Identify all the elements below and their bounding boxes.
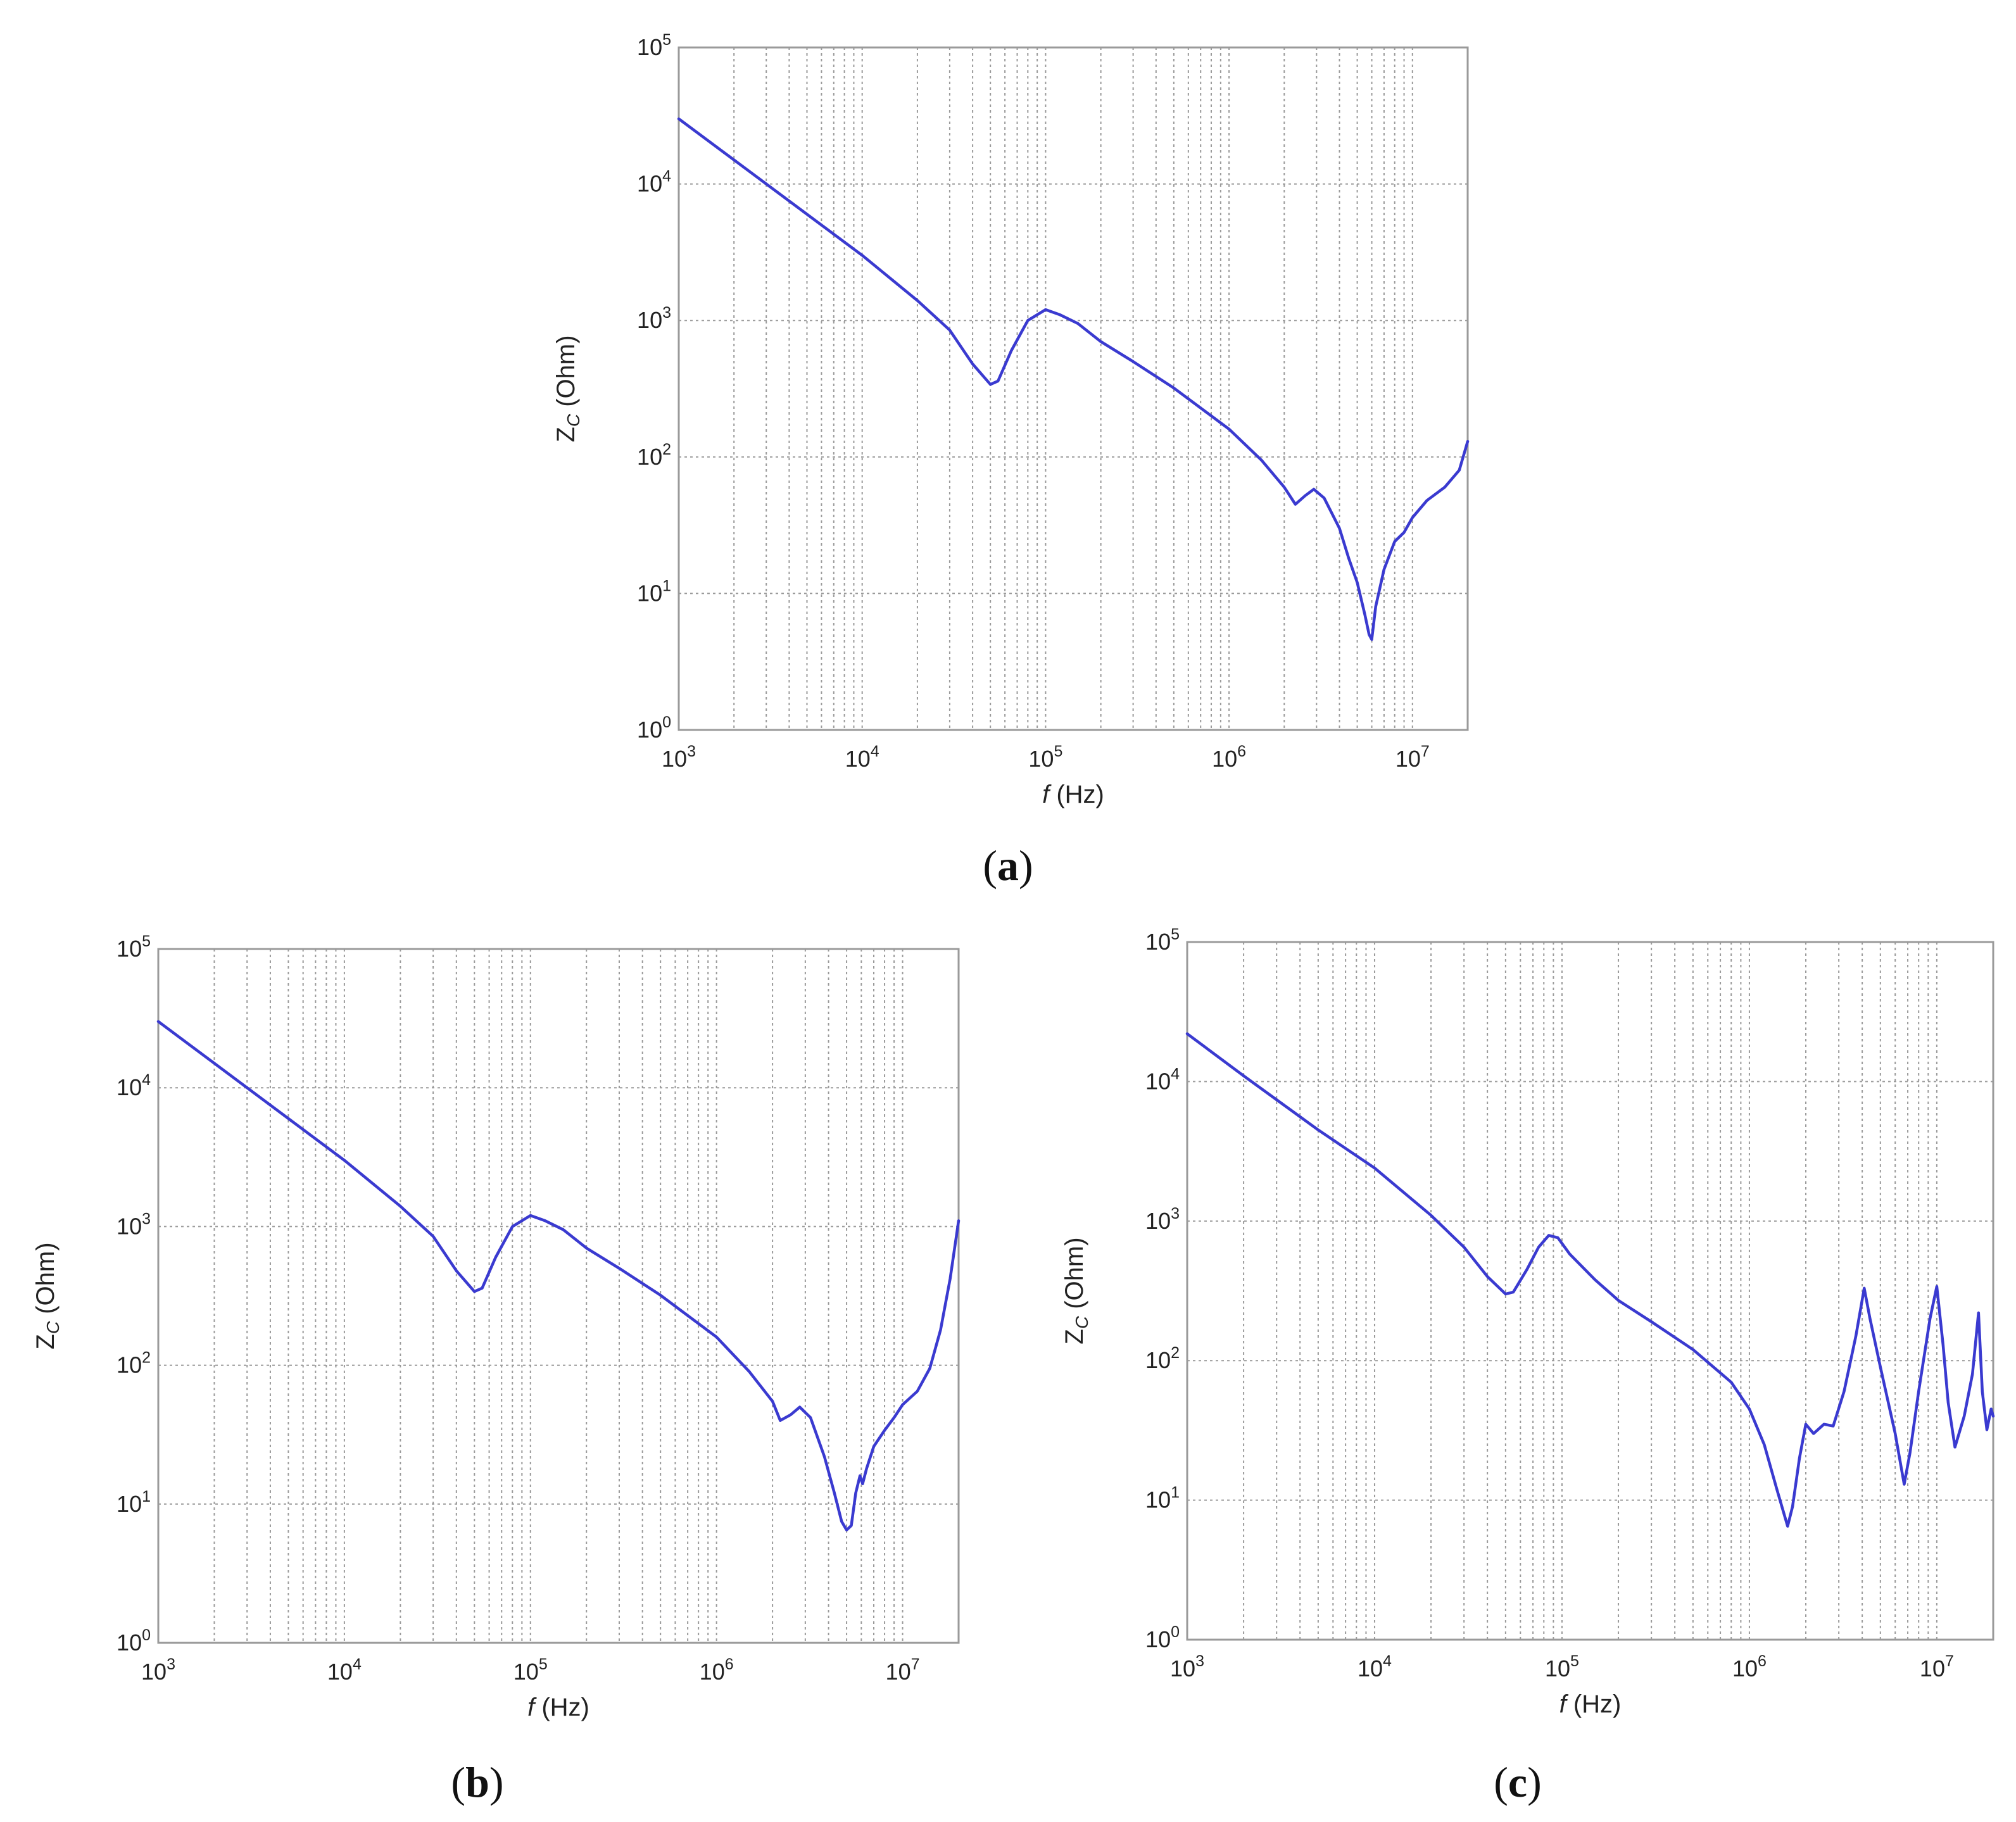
x-axis-title: f (Hz) [527, 1693, 589, 1721]
y-tick-label: 105 [117, 933, 151, 962]
grid [158, 949, 959, 1643]
y-tick-label: 101 [117, 1488, 151, 1517]
y-tick-label: 103 [1145, 1205, 1180, 1234]
y-tick-label: 100 [637, 713, 671, 743]
x-tick-label: 105 [1028, 743, 1062, 772]
y-tick-label: 102 [117, 1349, 151, 1378]
x-tick-label: 107 [886, 1656, 920, 1685]
x-axis-title: f (Hz) [1042, 781, 1104, 808]
x-tick-label: 106 [1732, 1652, 1767, 1681]
y-axis-title: ZC (Ohm) [552, 335, 583, 442]
y-tick-label: 105 [1145, 926, 1180, 955]
y-tick-label: 104 [117, 1071, 151, 1100]
y-axis-title: ZC (Ohm) [1061, 1237, 1092, 1344]
x-tick-label: 107 [1395, 743, 1430, 772]
x-tick-label: 106 [1212, 743, 1246, 772]
y-tick-label: 100 [1145, 1623, 1180, 1652]
x-tick-label: 106 [700, 1656, 734, 1685]
panel-caption: (a) [983, 841, 1033, 889]
panel-caption: (c) [1494, 1758, 1542, 1806]
grid [1187, 942, 1993, 1640]
x-tick-label: 107 [1920, 1652, 1954, 1681]
x-tick-label: 104 [845, 743, 879, 772]
x-tick-label: 104 [1358, 1652, 1392, 1681]
y-tick-label: 102 [637, 441, 671, 470]
grid [679, 47, 1468, 730]
y-tick-label: 102 [1145, 1344, 1180, 1373]
panel-caption: (b) [451, 1758, 503, 1806]
y-tick-label: 103 [117, 1210, 151, 1239]
y-tick-label: 100 [117, 1626, 151, 1656]
chart-panel-a: 103 104 105 106 107 100 101 102 103 104 105 f (Hz) Z… [552, 31, 1470, 889]
x-tick-label: 105 [1545, 1652, 1579, 1681]
y-tick-label: 101 [637, 577, 671, 606]
plot-frame [677, 46, 1469, 731]
y-tick-label: 101 [1145, 1484, 1180, 1513]
chart-panel-b: 103 104 105 106 107 100 101 102 103 104 105 f (Hz) Z… [32, 933, 961, 1806]
impedance-curve [677, 117, 1470, 641]
plot-frame [157, 948, 960, 1644]
x-tick-label: 103 [1170, 1652, 1204, 1681]
plot-frame [1186, 941, 1994, 1641]
impedance-curve [1185, 1032, 1995, 1528]
x-tick-label: 103 [141, 1656, 175, 1685]
y-tick-label: 103 [637, 304, 671, 333]
x-tick-label: 104 [327, 1656, 362, 1685]
impedance-curve [156, 1020, 961, 1532]
chart-panel-c: 103 104 105 106 107 100 101 102 103 104 105 f (Hz) Z… [1061, 926, 1995, 1806]
y-axis-title: ZC (Ohm) [32, 1242, 63, 1349]
x-tick-label: 103 [662, 743, 696, 772]
x-tick-label: 105 [513, 1656, 548, 1685]
x-axis-title: f (Hz) [1559, 1690, 1622, 1718]
y-tick-label: 104 [1145, 1065, 1180, 1094]
y-tick-label: 105 [637, 31, 671, 60]
y-tick-label: 104 [637, 168, 671, 197]
